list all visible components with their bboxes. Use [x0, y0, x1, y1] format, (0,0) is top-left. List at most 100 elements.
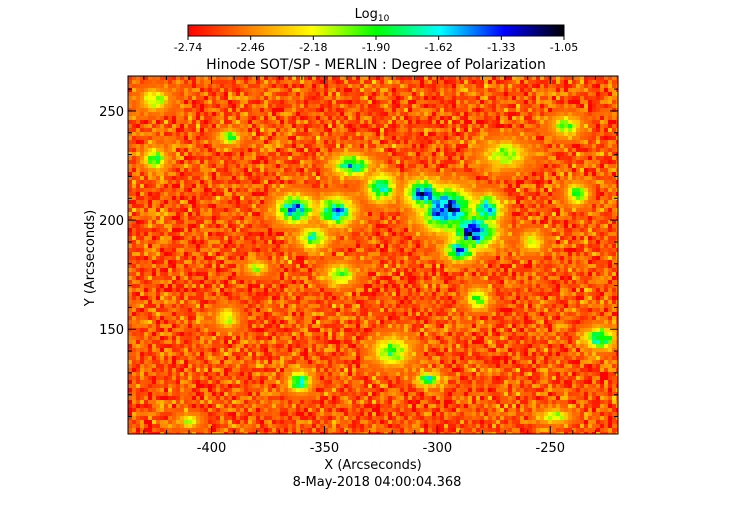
heatmap-cell: [436, 136, 440, 140]
heatmap-cell: [344, 188, 348, 192]
heatmap-cell: [408, 204, 412, 208]
heatmap-cell: [248, 168, 252, 172]
heatmap-cell: [164, 220, 168, 224]
heatmap-cell: [452, 200, 456, 204]
heatmap-cell: [412, 124, 416, 128]
heatmap-cell: [436, 116, 440, 120]
heatmap-cell: [352, 76, 356, 80]
heatmap-cell: [144, 136, 148, 140]
heatmap-cell: [616, 148, 618, 152]
heatmap-cell: [440, 88, 444, 92]
heatmap-cell: [456, 144, 460, 148]
heatmap-cell: [480, 100, 484, 104]
heatmap-cell: [160, 224, 164, 228]
heatmap-cell: [480, 88, 484, 92]
heatmap-cell: [340, 188, 344, 192]
heatmap-cell: [468, 148, 472, 152]
heatmap-cell: [256, 84, 260, 88]
heatmap-cell: [492, 148, 496, 152]
heatmap-cell: [244, 84, 248, 88]
heatmap-cell: [560, 172, 564, 176]
heatmap-cell: [156, 196, 160, 200]
heatmap-cell: [504, 208, 508, 212]
heatmap-cell: [436, 220, 440, 224]
heatmap-cell: [516, 172, 520, 176]
heatmap-cell: [424, 88, 428, 92]
heatmap-cell: [472, 160, 476, 164]
heatmap-cell: [436, 108, 440, 112]
heatmap-cell: [244, 212, 248, 216]
heatmap-cell: [388, 140, 392, 144]
heatmap-cell: [128, 124, 132, 128]
heatmap-cell: [436, 140, 440, 144]
heatmap-cell: [248, 132, 252, 136]
heatmap-cell: [588, 84, 592, 88]
heatmap-cell: [236, 104, 240, 108]
heatmap-cell: [132, 180, 136, 184]
heatmap-cell: [312, 216, 316, 220]
heatmap-cell: [564, 120, 568, 124]
heatmap-cell: [148, 112, 152, 116]
heatmap-cell: [596, 120, 600, 124]
heatmap-cell: [516, 212, 520, 216]
heatmap-cell: [264, 196, 268, 200]
heatmap-cell: [304, 228, 308, 232]
heatmap-cell: [276, 224, 280, 228]
heatmap-cell: [348, 176, 352, 180]
heatmap-cell: [492, 200, 496, 204]
heatmap-cell: [360, 200, 364, 204]
heatmap-cell: [580, 148, 584, 152]
heatmap-cell: [356, 224, 360, 228]
heatmap-cell: [196, 84, 200, 88]
heatmap-cell: [400, 84, 404, 88]
heatmap-cell: [192, 220, 196, 224]
heatmap-cell: [156, 76, 160, 80]
heatmap-cell: [268, 112, 272, 116]
heatmap-cell: [224, 140, 228, 144]
heatmap-cell: [224, 232, 228, 236]
heatmap-cell: [224, 120, 228, 124]
heatmap-cell: [276, 96, 280, 100]
heatmap-cell: [256, 108, 260, 112]
heatmap-cell: [404, 148, 408, 152]
heatmap-cell: [552, 88, 556, 92]
heatmap-cell: [444, 80, 448, 84]
heatmap-cell: [416, 156, 420, 160]
heatmap-cell: [184, 140, 188, 144]
heatmap-cell: [300, 100, 304, 104]
heatmap-cell: [144, 132, 148, 136]
heatmap-cell: [404, 140, 408, 144]
heatmap-cell: [272, 188, 276, 192]
heatmap-cell: [592, 132, 596, 136]
heatmap-cell: [392, 116, 396, 120]
heatmap-cell: [436, 84, 440, 88]
heatmap-cell: [612, 132, 616, 136]
heatmap-cell: [576, 224, 580, 228]
heatmap-cell: [404, 96, 408, 100]
heatmap-cell: [372, 128, 376, 132]
heatmap-cell: [428, 140, 432, 144]
heatmap-cell: [600, 228, 604, 232]
heatmap-cell: [268, 156, 272, 160]
heatmap-cell: [256, 120, 260, 124]
heatmap-cell: [352, 188, 356, 192]
heatmap-cell: [144, 116, 148, 120]
heatmap-cell: [528, 192, 532, 196]
heatmap-cell: [608, 132, 612, 136]
heatmap-cell: [364, 76, 368, 80]
heatmap-cell: [472, 228, 476, 232]
heatmap-cell: [492, 176, 496, 180]
heatmap-cell: [296, 192, 300, 196]
heatmap-cell: [408, 220, 412, 224]
heatmap-cell: [532, 172, 536, 176]
heatmap-cell: [432, 96, 436, 100]
heatmap-cell: [284, 120, 288, 124]
heatmap-cell: [600, 208, 604, 212]
heatmap-cell: [388, 76, 392, 80]
heatmap-cell: [448, 88, 452, 92]
heatmap-cell: [460, 76, 464, 80]
heatmap-cell: [336, 180, 340, 184]
heatmap-cell: [280, 208, 284, 212]
heatmap-cell: [568, 108, 572, 112]
heatmap-cell: [208, 96, 212, 100]
